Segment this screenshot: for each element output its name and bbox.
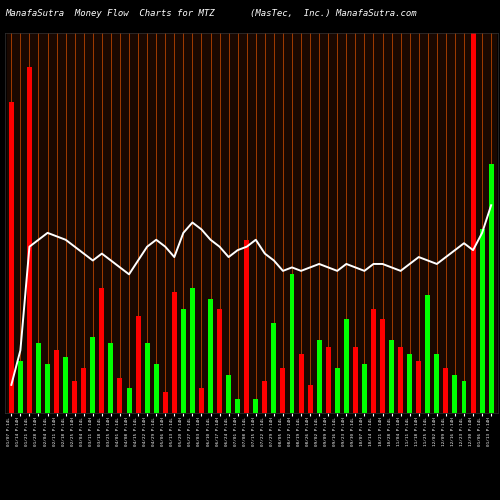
Bar bbox=[353, 347, 358, 412]
Bar bbox=[199, 388, 204, 412]
Bar bbox=[290, 274, 294, 412]
Bar bbox=[335, 368, 340, 412]
Bar bbox=[108, 344, 114, 412]
Bar bbox=[444, 368, 448, 412]
Bar bbox=[27, 67, 32, 412]
Bar bbox=[54, 350, 59, 412]
Bar bbox=[136, 316, 140, 412]
Bar bbox=[452, 374, 458, 412]
Bar bbox=[126, 388, 132, 412]
Bar bbox=[470, 32, 476, 412]
Bar bbox=[235, 398, 240, 412]
Bar bbox=[416, 360, 421, 412]
Bar bbox=[398, 347, 403, 412]
Bar bbox=[118, 378, 122, 412]
Bar bbox=[244, 240, 249, 412]
Bar bbox=[272, 322, 276, 412]
Bar bbox=[82, 368, 86, 412]
Bar bbox=[362, 364, 367, 412]
Bar bbox=[371, 309, 376, 412]
Bar bbox=[18, 360, 23, 412]
Bar bbox=[100, 288, 104, 412]
Bar bbox=[434, 354, 440, 412]
Bar bbox=[298, 354, 304, 412]
Bar bbox=[181, 309, 186, 412]
Bar bbox=[36, 344, 41, 412]
Bar bbox=[262, 382, 268, 412]
Bar bbox=[72, 382, 77, 412]
Bar bbox=[426, 295, 430, 412]
Bar bbox=[226, 374, 231, 412]
Bar bbox=[280, 368, 285, 412]
Bar bbox=[308, 385, 312, 412]
Bar bbox=[344, 319, 349, 412]
Bar bbox=[190, 288, 195, 412]
Bar bbox=[154, 364, 158, 412]
Bar bbox=[217, 309, 222, 412]
Text: ManafaSutra  Money Flow  Charts for MTZ: ManafaSutra Money Flow Charts for MTZ bbox=[5, 9, 214, 18]
Bar bbox=[254, 398, 258, 412]
Bar bbox=[480, 230, 484, 412]
Bar bbox=[488, 164, 494, 412]
Bar bbox=[208, 298, 213, 412]
Bar bbox=[462, 382, 466, 412]
Text: (MasTec,  Inc.) ManafaSutra.com: (MasTec, Inc.) ManafaSutra.com bbox=[250, 9, 416, 18]
Bar bbox=[9, 102, 14, 412]
Bar bbox=[163, 392, 168, 412]
Bar bbox=[389, 340, 394, 412]
Bar bbox=[316, 340, 322, 412]
Bar bbox=[45, 364, 50, 412]
Bar bbox=[63, 357, 68, 412]
Bar bbox=[172, 292, 177, 412]
Bar bbox=[380, 319, 385, 412]
Bar bbox=[407, 354, 412, 412]
Bar bbox=[90, 336, 96, 412]
Bar bbox=[144, 344, 150, 412]
Bar bbox=[326, 347, 330, 412]
